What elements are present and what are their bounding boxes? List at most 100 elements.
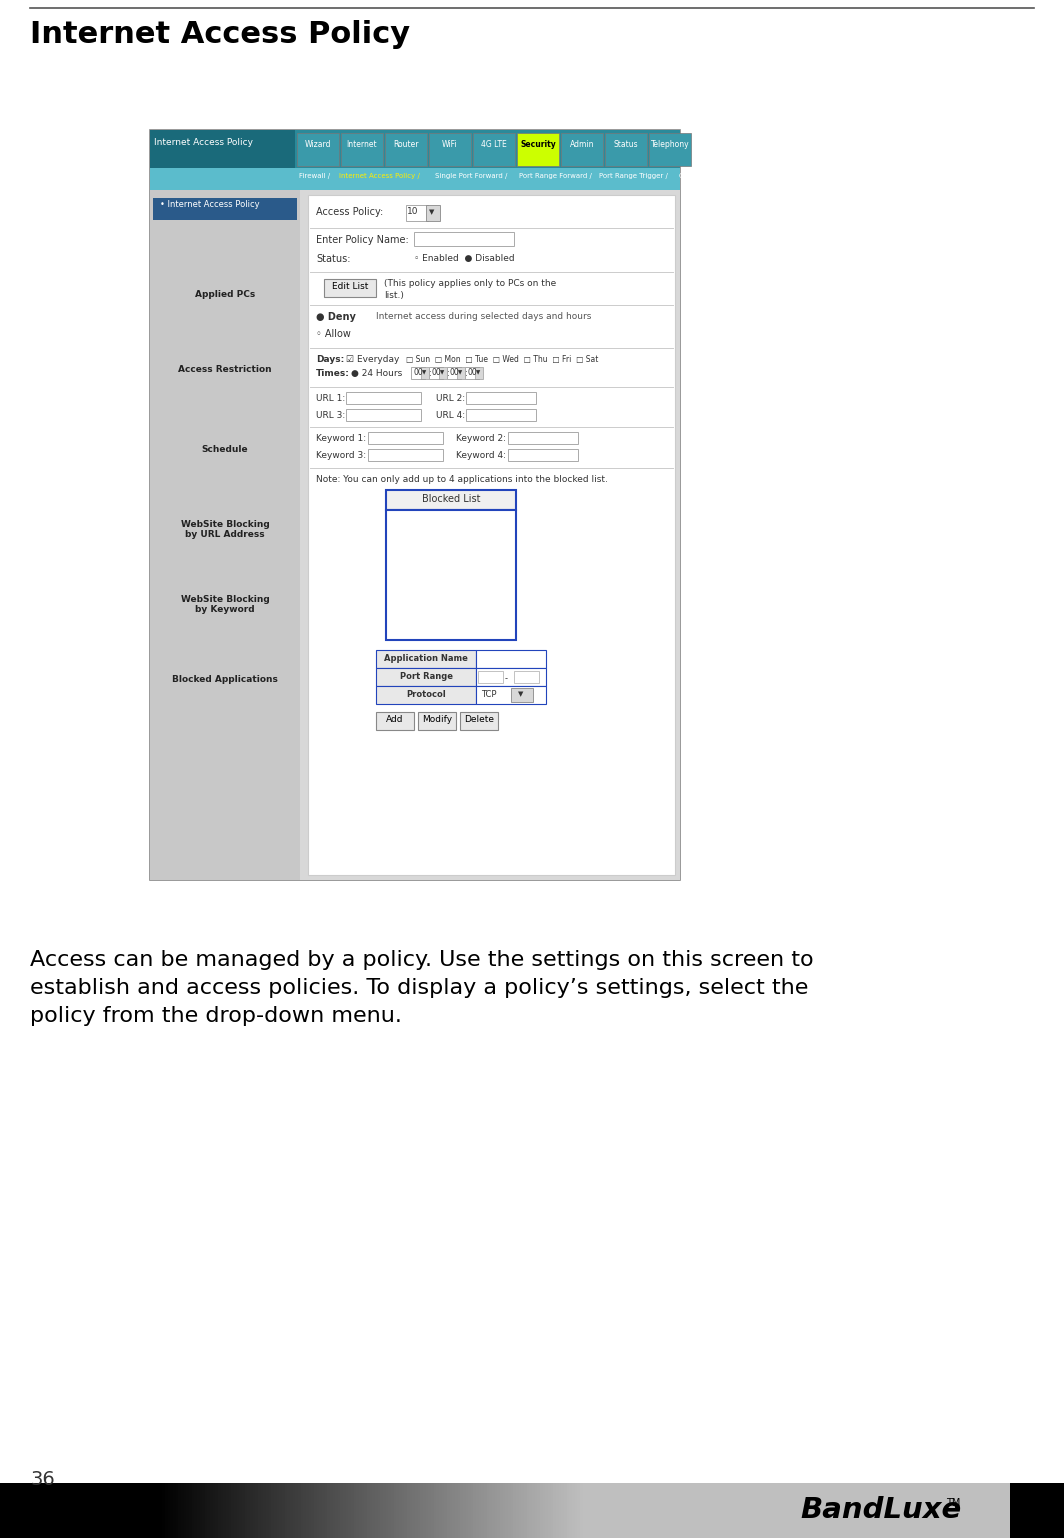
Bar xyxy=(1011,1483,1014,1538)
Bar xyxy=(656,1483,661,1538)
Bar xyxy=(215,1483,219,1538)
Bar xyxy=(460,712,498,731)
Bar xyxy=(192,1483,195,1538)
Bar xyxy=(508,449,578,461)
Bar xyxy=(591,1483,594,1538)
Text: ▼: ▼ xyxy=(439,371,444,375)
Bar xyxy=(689,1483,693,1538)
Bar xyxy=(126,1483,129,1538)
Bar xyxy=(122,1483,126,1538)
Text: ▼: ▼ xyxy=(476,371,480,375)
Bar xyxy=(580,1483,583,1538)
Bar xyxy=(386,511,516,640)
Bar xyxy=(598,1483,602,1538)
Bar xyxy=(455,1483,459,1538)
Bar xyxy=(277,1483,280,1538)
Bar xyxy=(385,132,427,166)
Bar xyxy=(449,1483,453,1538)
Bar xyxy=(275,1483,278,1538)
Bar xyxy=(1050,1483,1054,1538)
Bar xyxy=(340,1483,344,1538)
Text: TCP: TCP xyxy=(481,691,497,698)
Bar xyxy=(390,1483,395,1538)
Bar xyxy=(763,1483,767,1538)
Bar xyxy=(559,1483,562,1538)
Bar xyxy=(413,1483,416,1538)
Bar xyxy=(23,1483,28,1538)
Bar xyxy=(800,1483,804,1538)
Bar xyxy=(168,1483,171,1538)
Bar xyxy=(811,1483,815,1538)
Bar xyxy=(888,1483,892,1538)
Text: Schedule: Schedule xyxy=(202,444,248,454)
Bar xyxy=(11,1483,14,1538)
Text: Port Range Trigger /: Port Range Trigger / xyxy=(599,172,668,178)
Bar xyxy=(564,1483,567,1538)
Bar xyxy=(383,1483,386,1538)
Bar xyxy=(539,1483,544,1538)
Bar xyxy=(200,1483,203,1538)
Bar xyxy=(415,1483,418,1538)
Text: Note: You can only add up to 4 applications into the blocked list.: Note: You can only add up to 4 applicati… xyxy=(316,475,608,484)
Bar xyxy=(609,1483,613,1538)
Bar xyxy=(77,1483,81,1538)
Bar xyxy=(545,1483,549,1538)
Bar xyxy=(364,1483,368,1538)
Bar xyxy=(476,1483,480,1538)
Bar xyxy=(926,1483,929,1538)
Text: ▼: ▼ xyxy=(429,209,435,215)
Bar xyxy=(311,1483,315,1538)
Bar xyxy=(465,368,479,378)
Text: :: : xyxy=(465,369,467,378)
Bar xyxy=(55,1483,60,1538)
Text: □ Sun  □ Mon  □ Tue  □ Wed  □ Thu  □ Fri  □ Sat: □ Sun □ Mon □ Tue □ Wed □ Thu □ Fri □ Sa… xyxy=(406,355,598,365)
Bar xyxy=(508,432,578,444)
Bar xyxy=(160,1483,163,1538)
Bar xyxy=(0,1483,3,1538)
Bar xyxy=(593,1483,597,1538)
Bar xyxy=(353,1483,358,1538)
Bar xyxy=(922,1483,927,1538)
Text: Security: Security xyxy=(520,140,555,149)
Bar xyxy=(952,1483,955,1538)
Bar xyxy=(755,1483,759,1538)
Bar xyxy=(307,195,675,875)
Text: Router: Router xyxy=(394,140,419,149)
Bar xyxy=(615,1483,618,1538)
Bar xyxy=(109,1483,113,1538)
Bar xyxy=(896,1483,900,1538)
Bar xyxy=(466,1483,469,1538)
Bar xyxy=(862,1483,865,1538)
Bar xyxy=(987,1483,991,1538)
Text: Edit List: Edit List xyxy=(332,281,368,291)
Bar xyxy=(306,1483,310,1538)
Text: Enter Policy Name:: Enter Policy Name: xyxy=(316,235,409,245)
Bar xyxy=(346,1483,349,1538)
Bar xyxy=(692,1483,695,1538)
Bar xyxy=(356,1483,360,1538)
Bar xyxy=(197,1483,200,1538)
Bar xyxy=(428,1483,432,1538)
Bar xyxy=(411,368,425,378)
Text: Internet access during selected days and hours: Internet access during selected days and… xyxy=(376,312,592,321)
Bar xyxy=(511,1483,514,1538)
Bar xyxy=(218,1483,221,1538)
Bar xyxy=(452,1483,455,1538)
Bar xyxy=(838,1483,842,1538)
Bar xyxy=(94,1483,97,1538)
Bar xyxy=(495,1483,498,1538)
Bar xyxy=(859,1483,863,1538)
Bar xyxy=(619,1483,624,1538)
Bar xyxy=(981,1483,985,1538)
Bar xyxy=(285,1483,288,1538)
Bar xyxy=(782,1483,785,1538)
Bar xyxy=(752,1483,757,1538)
Bar xyxy=(1043,1483,1046,1538)
Bar xyxy=(990,1483,993,1538)
Bar xyxy=(30,1483,33,1538)
Bar xyxy=(157,1483,161,1538)
Bar xyxy=(644,1483,647,1538)
Bar xyxy=(176,1483,179,1538)
Bar xyxy=(777,1483,780,1538)
Bar xyxy=(458,1483,461,1538)
